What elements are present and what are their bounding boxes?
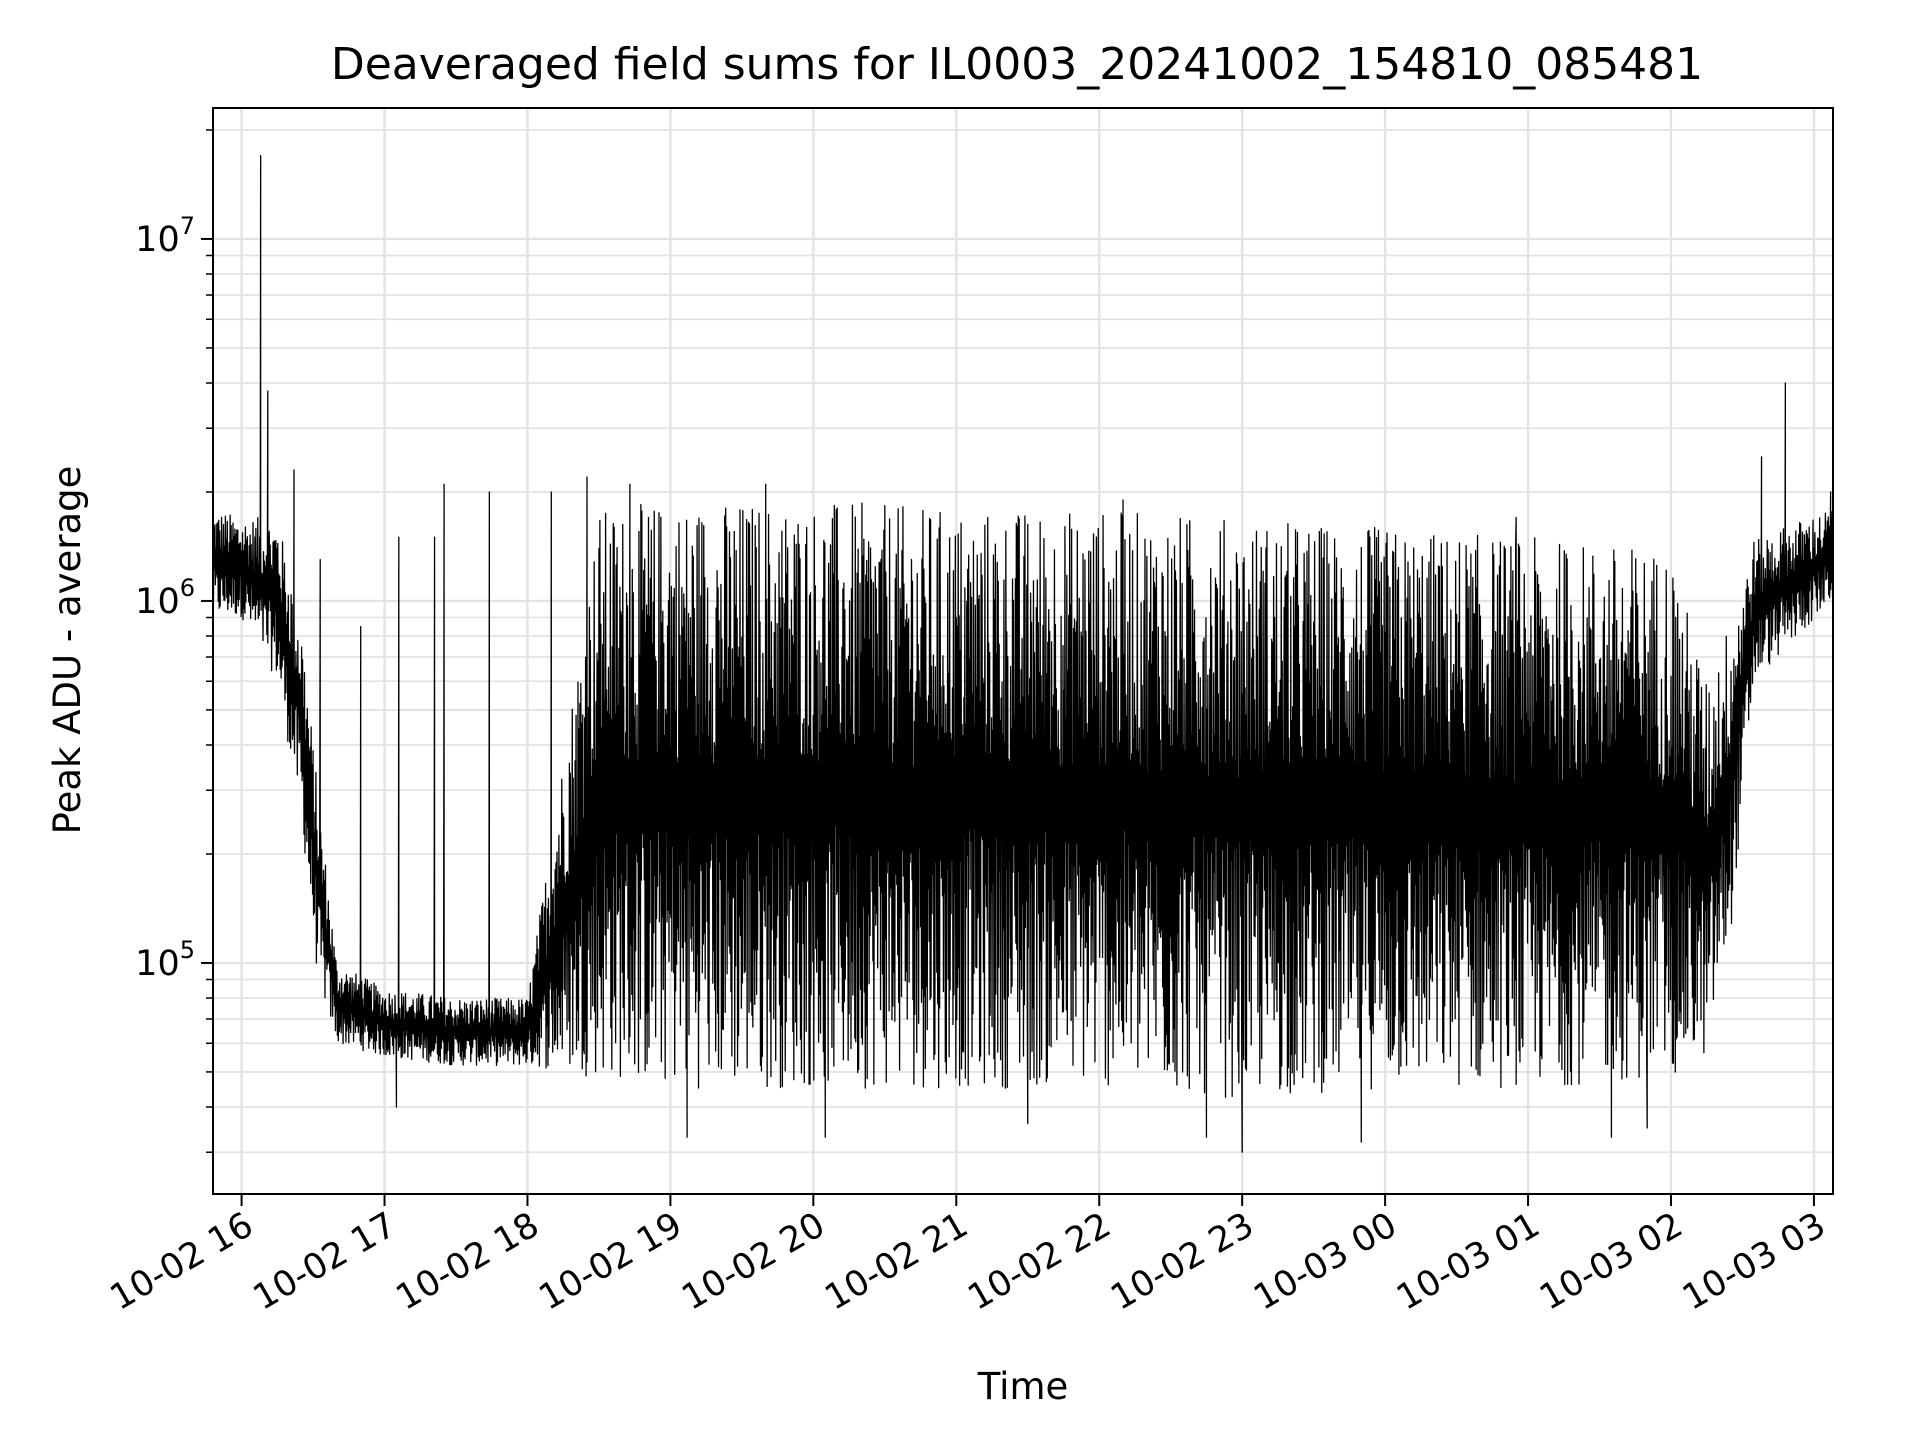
x-axis-label: Time [977, 1365, 1069, 1408]
chart-title: Deaveraged field sums for IL0003_2024100… [331, 39, 1703, 90]
plot-frame [212, 107, 1834, 1195]
plot-area [212, 154, 1834, 1153]
y-axis: 105 106 107 [135, 129, 213, 1153]
y-tick-label: 106 [135, 574, 195, 622]
y-axis-label: Peak ADU - average [46, 466, 89, 835]
series-line [212, 154, 1834, 1153]
y-tick-label: 105 [135, 936, 195, 984]
y-tick-label: 107 [135, 212, 195, 260]
